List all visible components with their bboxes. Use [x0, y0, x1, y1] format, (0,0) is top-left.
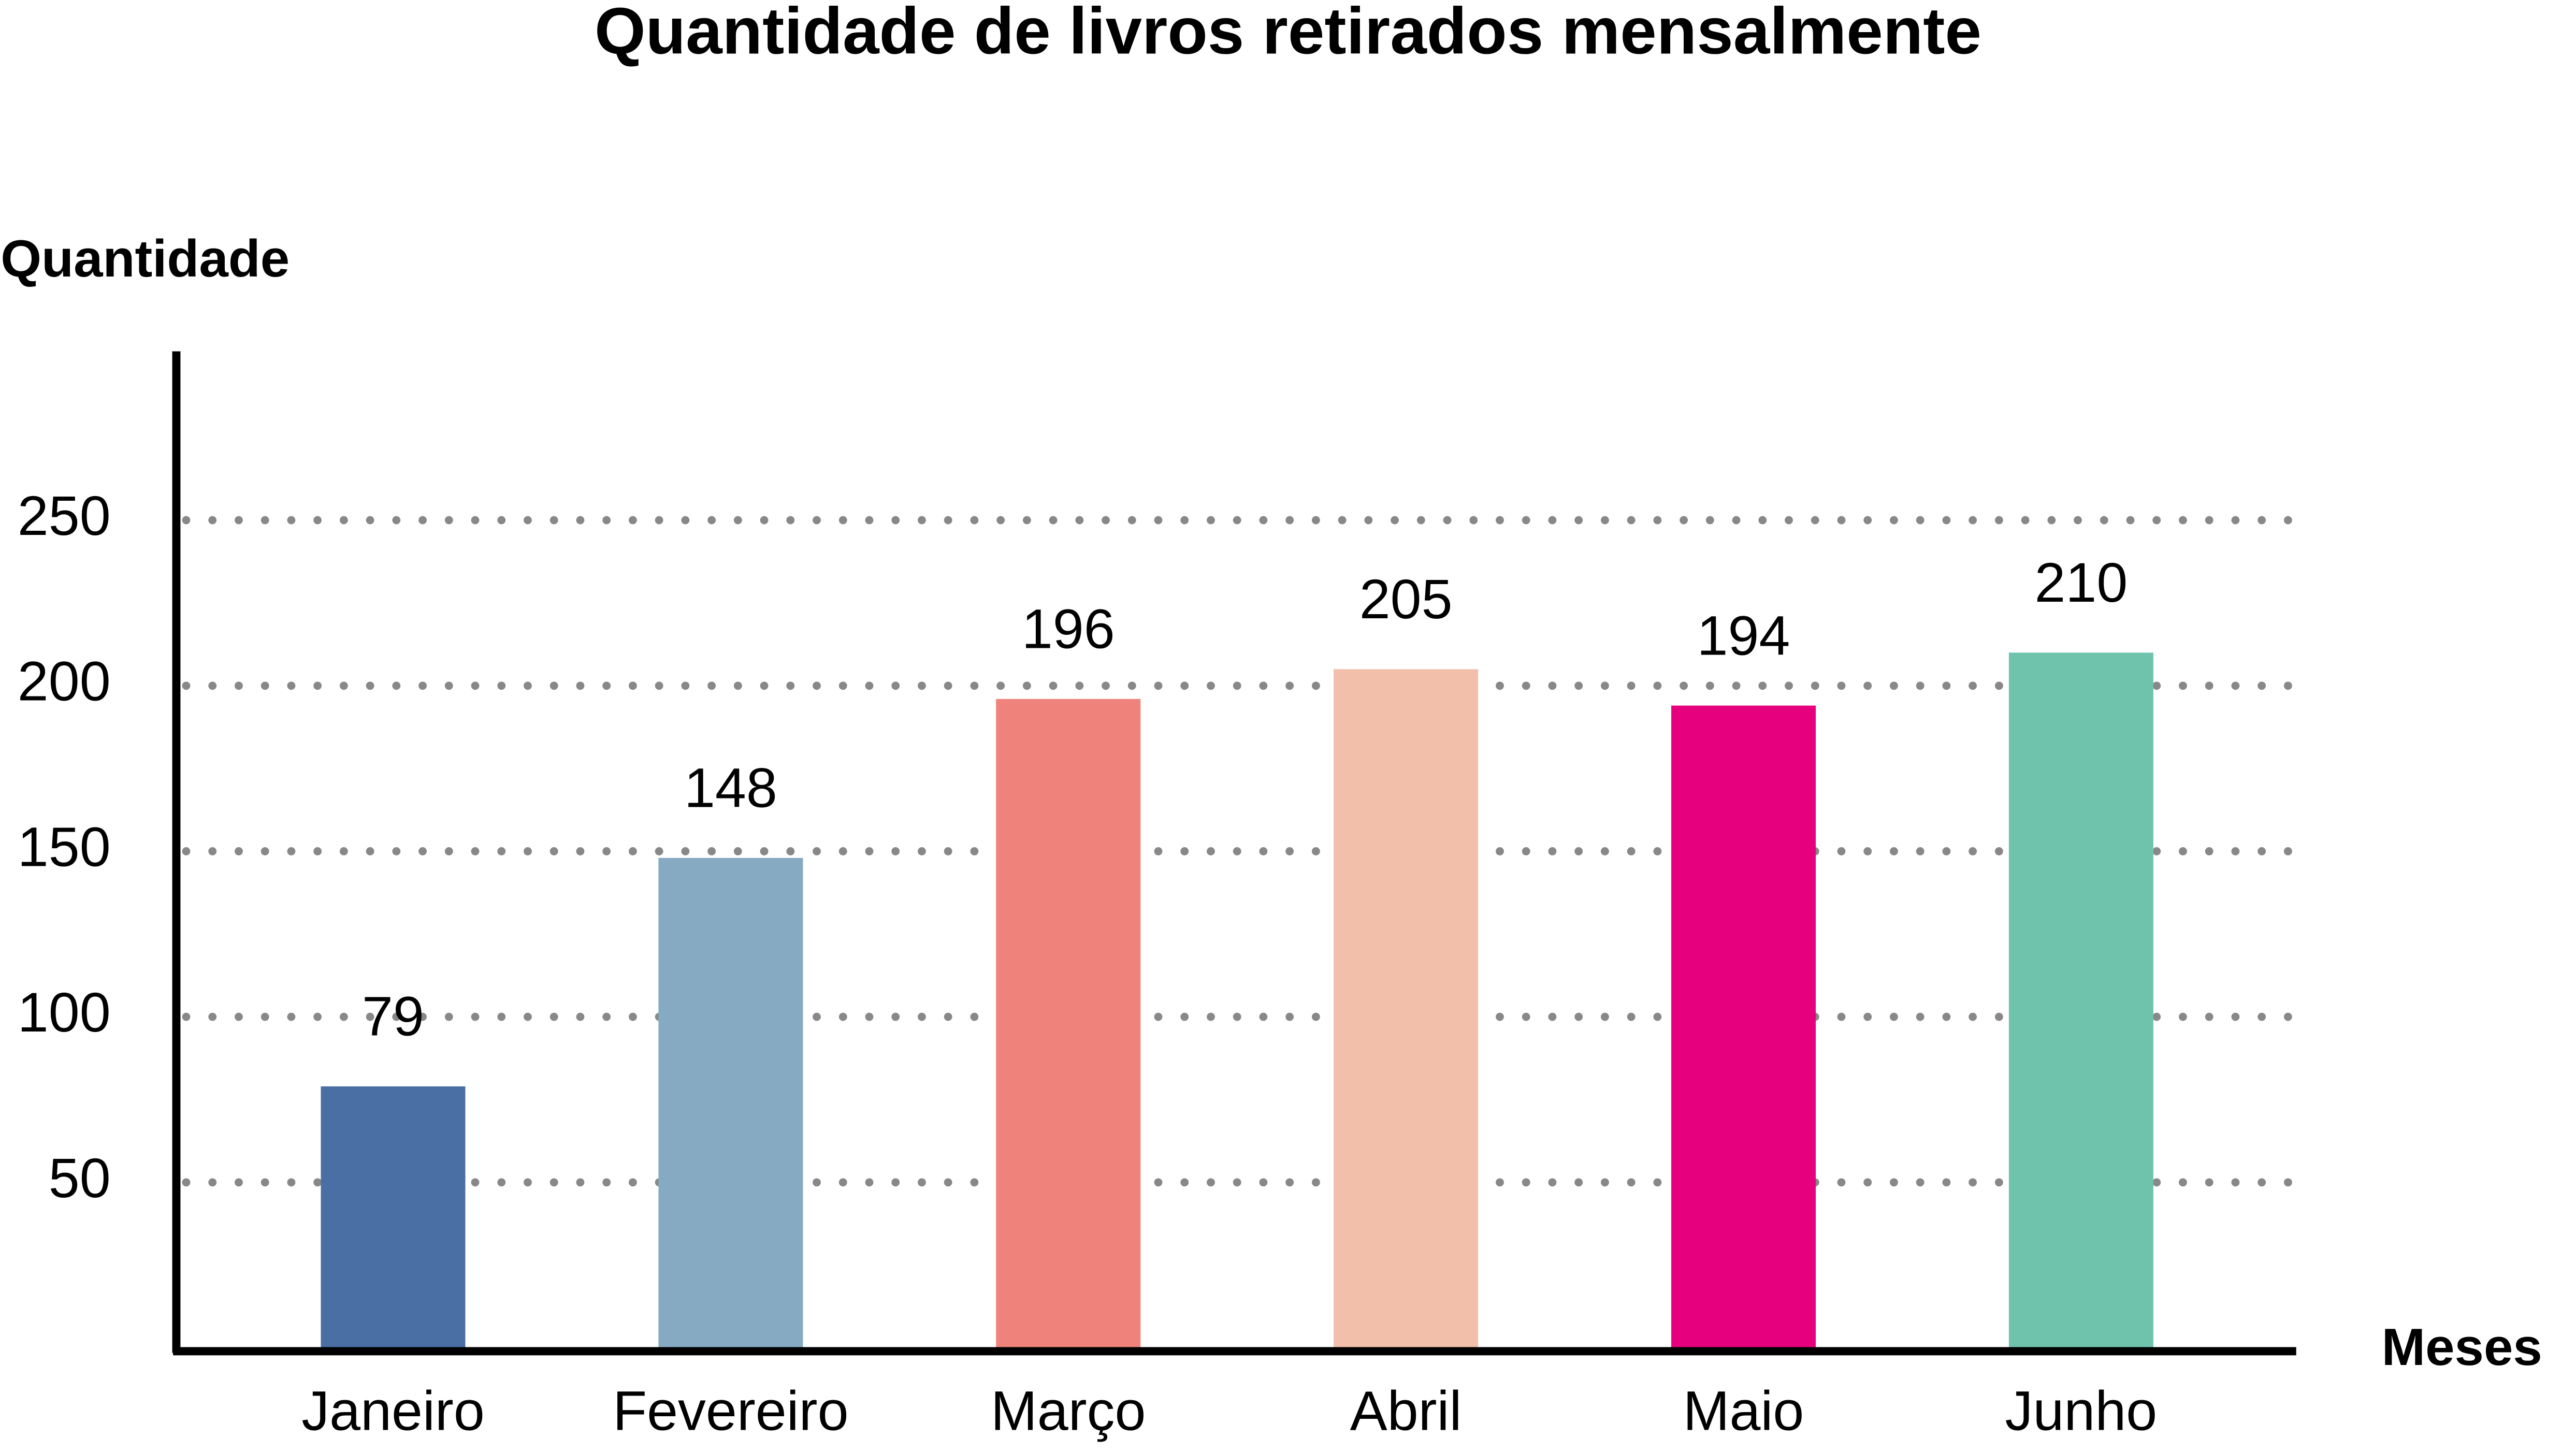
value-label: 196	[1022, 597, 1115, 660]
x-tick-label: Fevereiro	[613, 1379, 848, 1442]
bar	[1671, 705, 1816, 1348]
x-tick-label: Abril	[1350, 1379, 1462, 1442]
x-axis-title: Meses	[2382, 1318, 2542, 1376]
x-tick-label: Janeiro	[301, 1379, 485, 1442]
value-label: 148	[684, 756, 777, 819]
x-tick-label: Maio	[1683, 1379, 1804, 1442]
value-label: 194	[1697, 604, 1790, 666]
y-tick-label: 150	[18, 815, 111, 878]
bar	[658, 858, 803, 1348]
value-label: 205	[1359, 568, 1453, 630]
y-tick-label: 50	[49, 1146, 111, 1209]
bar	[996, 699, 1141, 1348]
y-tick-label: 100	[18, 981, 111, 1043]
y-tick-label: 200	[18, 650, 111, 713]
bar	[2008, 652, 2153, 1348]
bars: Janeiro 79 Fevereiro 148 Março 196 Abril 205 Mai…	[301, 551, 2157, 1442]
y-tick-label: 250	[18, 484, 111, 547]
x-tick-label: Junho	[2005, 1379, 2158, 1442]
value-label: 210	[2034, 551, 2128, 614]
chart-title: Quantidade de livros retirados mensalmen…	[595, 0, 1981, 67]
value-label: 79	[362, 985, 424, 1048]
bar	[321, 1086, 466, 1348]
grid: 50 100 150 200 250	[18, 484, 2299, 1209]
bar	[1334, 669, 1479, 1348]
x-tick-label: Março	[991, 1379, 1146, 1442]
y-axis-title: Quantidade	[1, 229, 290, 288]
